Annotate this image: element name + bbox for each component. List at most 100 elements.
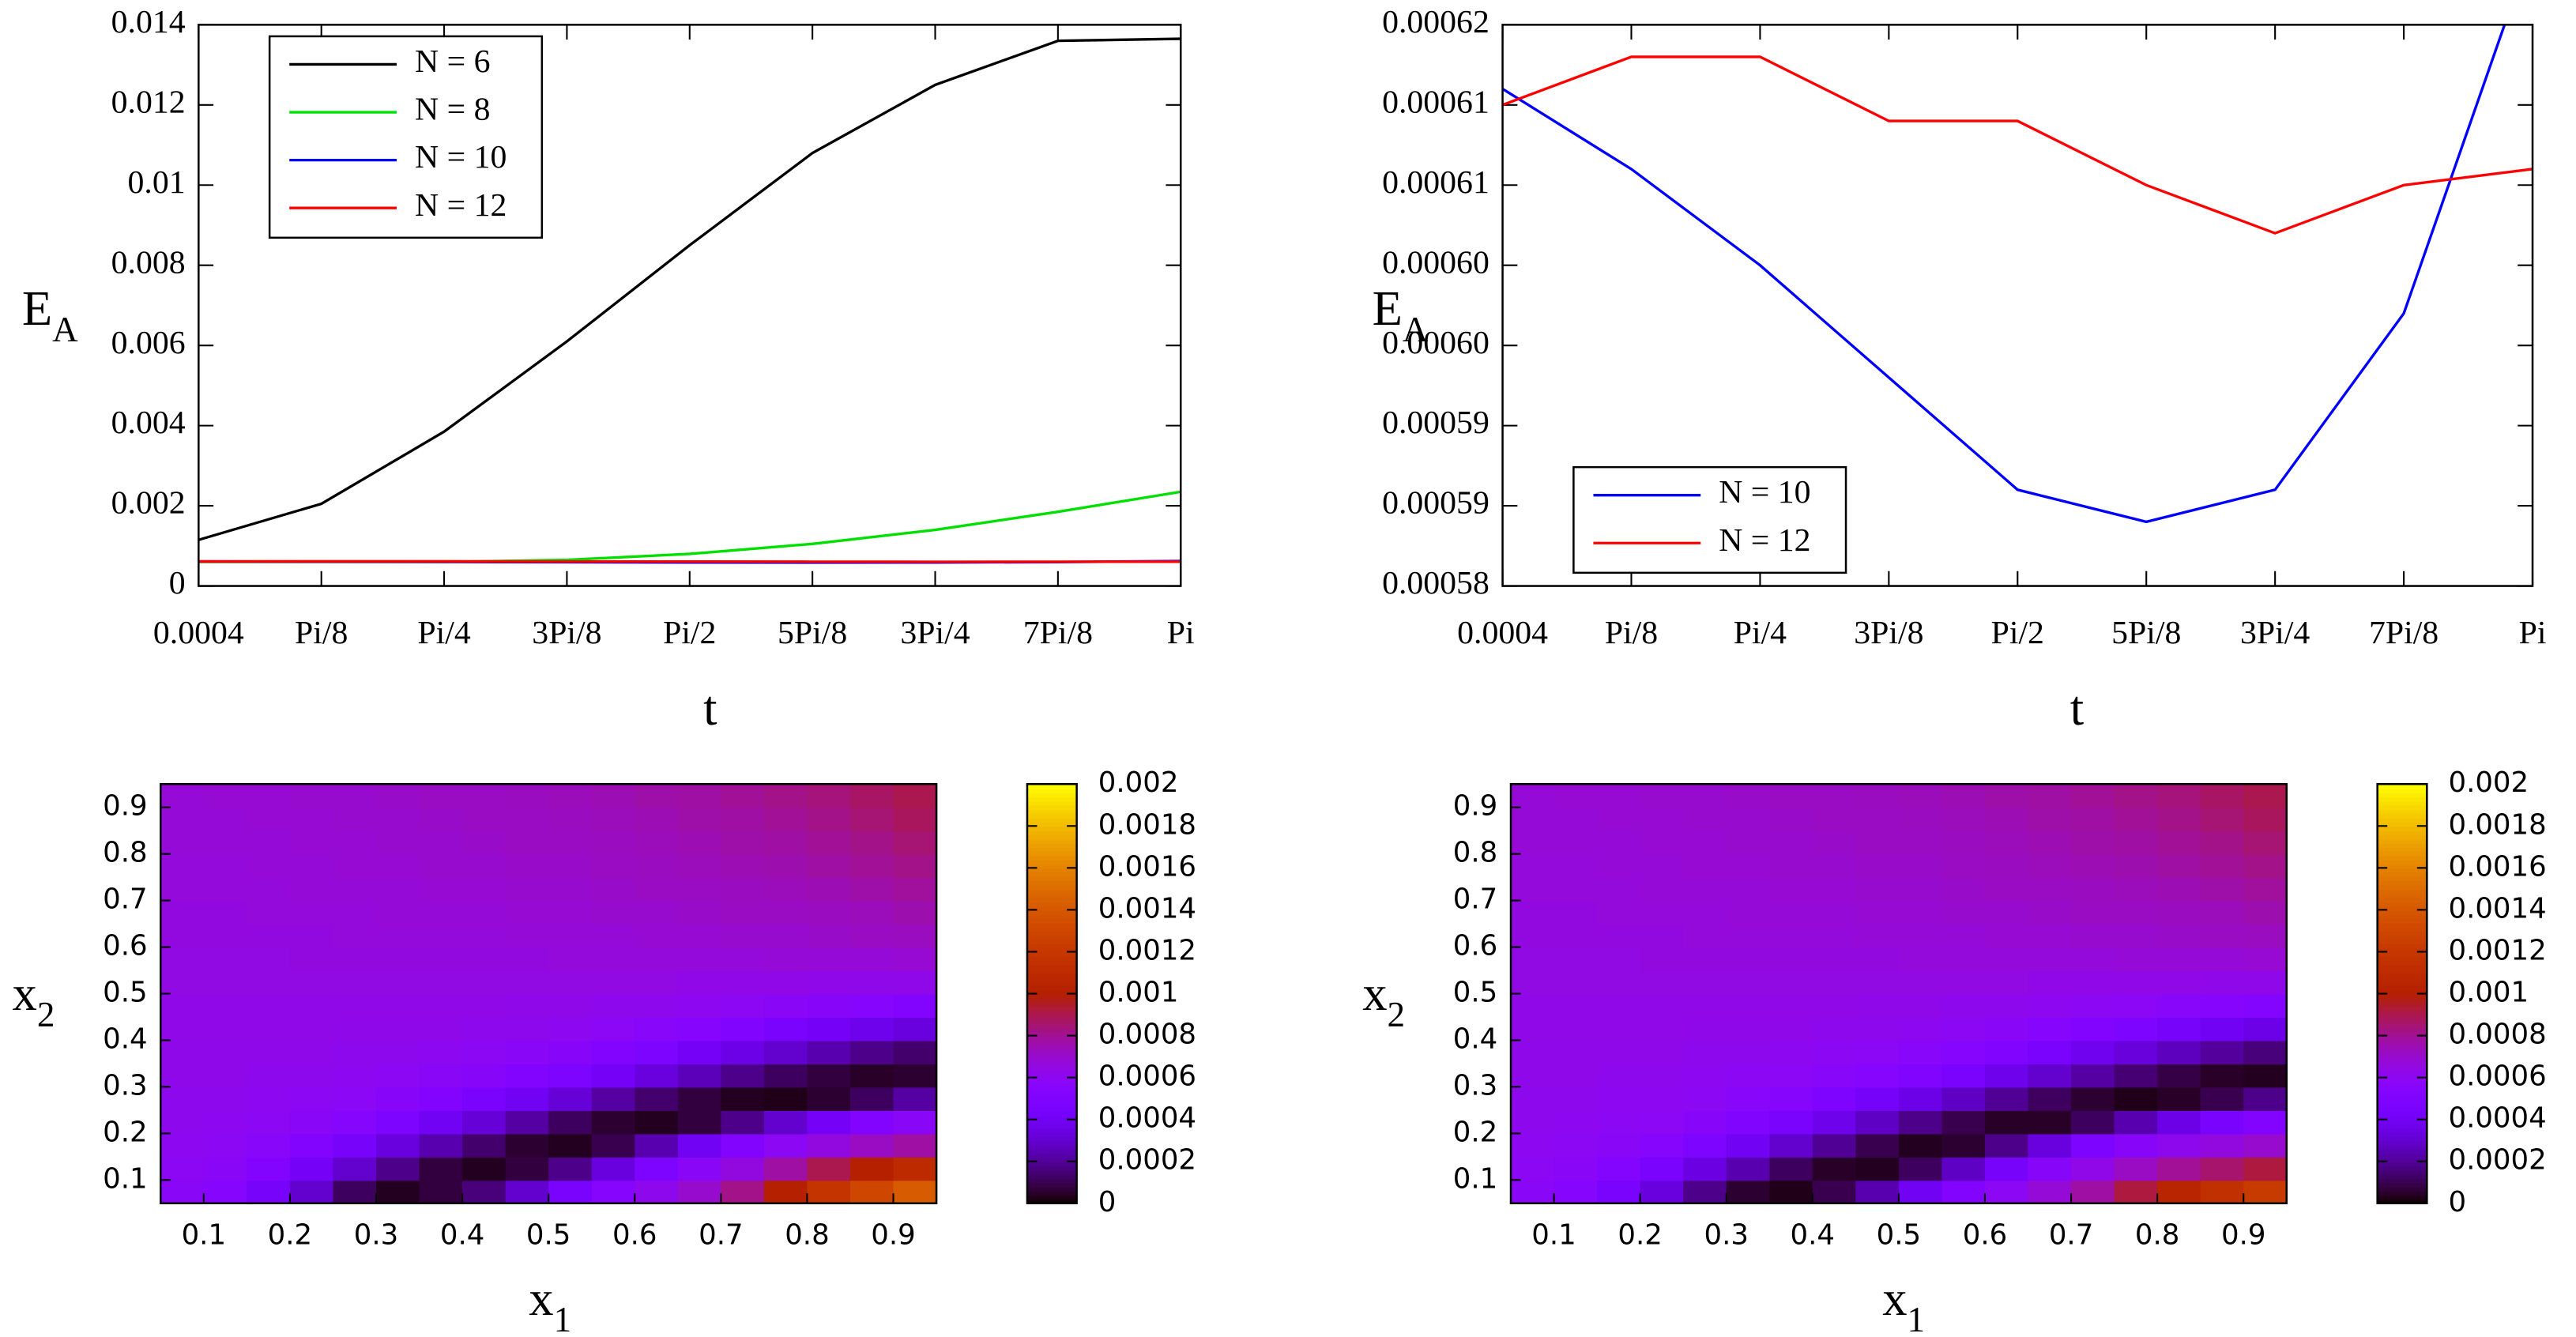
heatmap-cell — [893, 993, 938, 1019]
x-tick-label: 0.9 — [2221, 1219, 2265, 1252]
x-tick-label: 0.7 — [2049, 1219, 2093, 1252]
colorbar-segment — [2377, 784, 2427, 789]
axis-label-base: x — [529, 1271, 553, 1327]
heatmap-cell — [763, 970, 808, 995]
axis-label-sub: 2 — [37, 995, 55, 1034]
heatmap-cell — [1640, 993, 1685, 1019]
heatmap-cell — [1769, 807, 1813, 832]
colorbar-segment — [2377, 1069, 2427, 1075]
heatmap-cell — [1726, 970, 1771, 995]
colorbar-segment — [2377, 817, 2427, 823]
heatmap-cell — [2028, 853, 2073, 879]
heatmap-cell — [376, 784, 420, 808]
heatmap-cell — [203, 1180, 248, 1204]
heatmap-cell — [203, 970, 248, 995]
heatmap-cell — [160, 830, 205, 855]
x-tick-label: 0.5 — [526, 1219, 571, 1252]
colorbar-segment — [1026, 1039, 1077, 1045]
x-tick-label: 0.1 — [1531, 1219, 1576, 1252]
legend-label: N = 8 — [415, 92, 490, 128]
colorbar-segment — [1026, 1064, 1077, 1071]
heatmap-cell — [1769, 830, 1813, 855]
heatmap-cell — [2243, 1087, 2288, 1111]
heatmap-cell — [591, 1087, 636, 1111]
heatmap-cell — [1726, 1063, 1771, 1088]
heatmap-cell — [1984, 1156, 2029, 1181]
heatmap-cell — [635, 900, 679, 925]
y-tick-label: 0.2 — [103, 1116, 147, 1148]
heatmap-cell — [505, 970, 550, 995]
heatmap-cell — [333, 877, 378, 902]
heatmap-cell — [247, 947, 291, 972]
heatmap-cell — [2243, 900, 2288, 925]
colorbar-segment — [2377, 1161, 2427, 1167]
heatmap-cell — [1511, 970, 1555, 995]
heatmap-cell — [2071, 784, 2115, 808]
heatmap-cell — [203, 807, 248, 832]
colorbar-segment — [2377, 897, 2427, 902]
y-tick-label: 0.6 — [103, 930, 147, 962]
heatmap-cell — [721, 1109, 765, 1135]
colorbar-segment — [2377, 939, 2427, 944]
heatmap-cell — [289, 924, 334, 948]
heatmap-cell — [721, 807, 765, 832]
x-tick-label: 3Pi/8 — [1854, 615, 1923, 651]
heatmap-cell — [419, 1109, 464, 1135]
heatmap-cell — [721, 1156, 765, 1181]
heatmap-cell — [635, 1156, 679, 1181]
x-tick-label: 0.3 — [354, 1219, 398, 1252]
colorbar-segment — [1026, 1111, 1077, 1117]
colorbar-segment — [2377, 960, 2427, 966]
heatmap-cell — [1984, 830, 2029, 855]
colorbar-segment — [1026, 1010, 1077, 1016]
heatmap-cell — [849, 1109, 894, 1135]
heatmap-cell — [721, 1087, 765, 1111]
colorbar-segment — [2377, 1106, 2427, 1113]
heatmap-cell — [247, 1109, 291, 1135]
heatmap-cell — [1898, 1133, 1943, 1158]
x-axis-label: t — [703, 680, 717, 736]
heatmap-cell — [1769, 1133, 1813, 1158]
colorbar-segment — [1026, 804, 1077, 811]
heatmap-cell — [247, 1087, 291, 1111]
heatmap-cell — [376, 947, 420, 972]
heatmap-cell — [1640, 1133, 1685, 1158]
colorbar-segment — [2377, 1026, 2427, 1033]
axis-label-base: x — [1362, 966, 1387, 1021]
heatmap-cell — [849, 1016, 894, 1041]
heatmap-cell — [2028, 924, 2073, 948]
heatmap-cell — [2157, 1156, 2201, 1181]
heatmap-cell — [333, 924, 378, 948]
axis-label-base: x — [12, 966, 36, 1021]
colorbar-segment — [2377, 830, 2427, 835]
colorbar-segment — [2377, 804, 2427, 811]
colorbar-segment — [1026, 981, 1077, 986]
heatmap-cell — [419, 807, 464, 832]
heatmap-cell — [2071, 1087, 2115, 1111]
heatmap-cell — [376, 830, 420, 855]
heatmap-cell — [1640, 1040, 1685, 1064]
colorbar-segment — [2377, 884, 2427, 890]
colorbar-segment — [2377, 1186, 2427, 1192]
colorbar-segment — [2377, 947, 2427, 953]
heatmap-cell — [591, 900, 636, 925]
heatmap-cell — [160, 970, 205, 995]
heatmap-cell — [677, 947, 722, 972]
heatmap-cell — [2071, 1016, 2115, 1041]
heatmap-cell — [763, 900, 808, 925]
heatmap-cell — [2028, 830, 2073, 855]
heatmap-cell — [2028, 1040, 2073, 1064]
colorbar-segment — [2377, 906, 2427, 911]
heatmap-cell — [1984, 947, 2029, 972]
heatmap-cell — [2157, 970, 2201, 995]
heatmap-cell — [1597, 1016, 1641, 1041]
heatmap-cell — [419, 993, 464, 1019]
heatmap-cell — [505, 947, 550, 972]
heatmap-cell — [635, 1109, 679, 1135]
colorbar-segment — [2377, 930, 2427, 936]
heatmap-cell — [1511, 877, 1555, 902]
x-tick-label: 0.2 — [1618, 1219, 1662, 1252]
heatmap-cell — [247, 970, 291, 995]
heatmap-cell — [2071, 993, 2115, 1019]
colorbar-segment — [2377, 1128, 2427, 1133]
